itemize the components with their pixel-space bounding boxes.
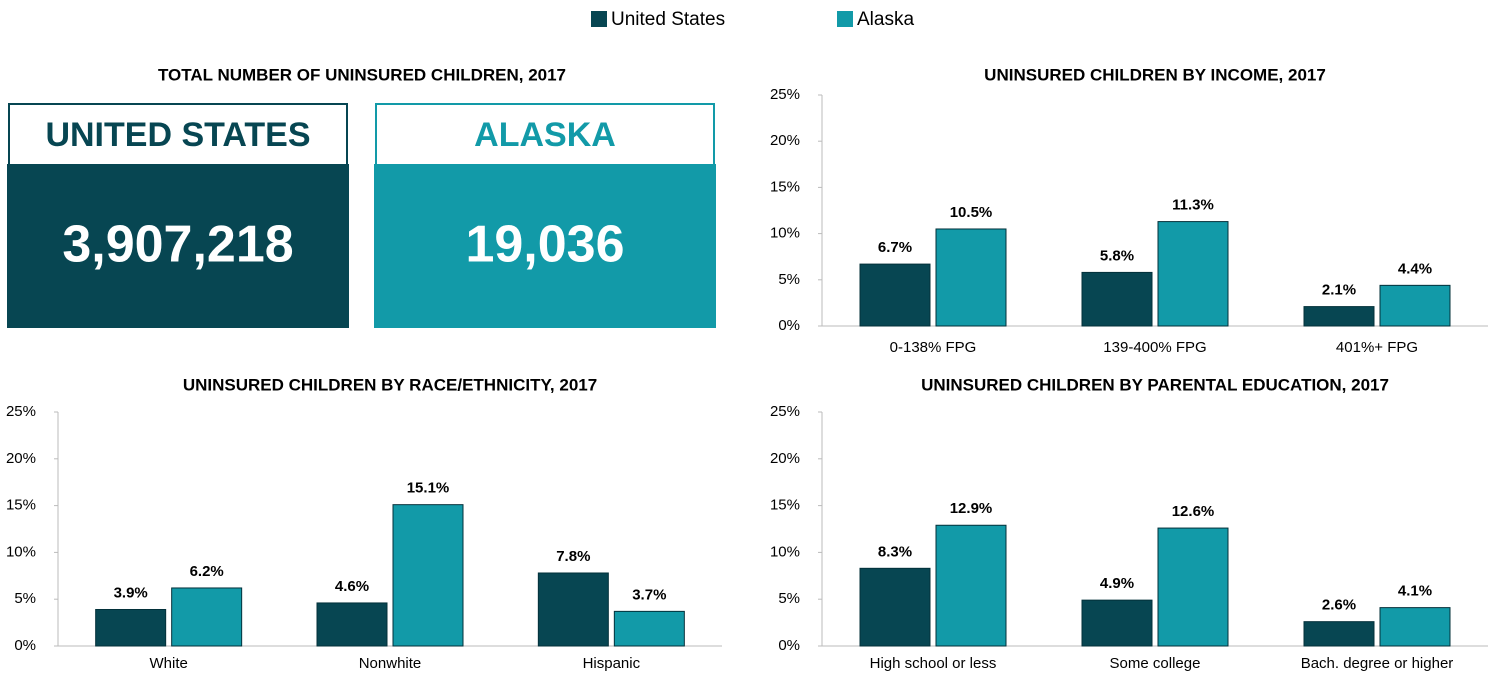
chart-title: UNINSURED CHILDREN BY INCOME, 2017 [984,65,1326,84]
x-tick-label: Hispanic [583,655,641,672]
data-label: 12.6% [1172,503,1215,520]
legend-label: United States [611,9,725,30]
x-tick-label: 401%+ FPG [1336,339,1418,356]
x-tick-label: White [149,655,187,672]
total-box [7,164,349,328]
y-tick-label: 20% [6,450,36,467]
y-tick-label: 5% [778,271,800,288]
y-tick-label: 15% [6,497,36,514]
chart-title: UNINSURED CHILDREN BY RACE/ETHNICITY, 20… [183,375,597,394]
bar [1081,599,1153,647]
total-box-label: UNITED STATES [45,116,310,154]
y-tick-label: 10% [6,543,36,560]
legend-swatch [591,11,607,27]
x-tick-label: Nonwhite [359,655,422,672]
y-tick-label: 15% [770,497,800,514]
x-tick-label: High school or less [870,655,997,672]
data-label: 4.9% [1100,575,1134,592]
bar [935,524,1007,647]
data-label: 6.2% [190,563,224,580]
total-box-value: 3,907,218 [62,216,293,274]
total-box-label: ALASKA [474,116,616,154]
data-label: 4.1% [1398,583,1432,600]
y-tick-label: 10% [770,225,800,242]
data-label: 2.1% [1322,282,1356,299]
data-label: 15.1% [407,480,450,497]
y-tick-label: 10% [770,543,800,560]
total-box-value: 19,036 [465,216,624,274]
bar [392,504,464,647]
data-label: 4.6% [335,578,369,595]
bar [1379,284,1451,327]
y-tick-label: 25% [770,403,800,420]
y-tick-label: 20% [770,132,800,149]
y-tick-label: 25% [6,403,36,420]
chart-title: UNINSURED CHILDREN BY PARENTAL EDUCATION… [921,375,1389,394]
data-label: 5.8% [1100,247,1134,264]
data-label: 12.9% [950,500,993,517]
y-tick-label: 25% [770,86,800,103]
total-box-header [375,103,715,166]
total-box-header [8,103,348,166]
bar [859,263,931,327]
bar [95,608,167,647]
bar [316,602,388,647]
legend-swatch [837,11,853,27]
y-tick-label: 0% [778,637,800,654]
y-tick-label: 5% [778,590,800,607]
data-label: 3.7% [632,586,666,603]
x-tick-label: 139-400% FPG [1103,339,1206,356]
y-tick-label: 15% [770,178,800,195]
bar [859,567,931,647]
data-label: 8.3% [878,543,912,560]
bar [613,610,685,647]
y-tick-label: 5% [14,590,36,607]
y-tick-label: 20% [770,450,800,467]
bar [1303,306,1375,327]
y-tick-label: 0% [778,317,800,334]
data-label: 10.5% [950,204,993,221]
x-tick-label: Bach. degree or higher [1301,655,1454,672]
bar [1379,607,1451,647]
data-label: 4.4% [1398,260,1432,277]
x-tick-label: Some college [1110,655,1201,672]
bar [1303,621,1375,647]
data-label: 6.7% [878,239,912,256]
y-tick-label: 0% [14,637,36,654]
totals-title: TOTAL NUMBER OF UNINSURED CHILDREN, 2017 [158,65,566,84]
bar [171,587,243,647]
bar [537,572,609,647]
legend-label: Alaska [857,9,914,30]
bar [935,228,1007,327]
bar [1081,271,1153,327]
x-tick-label: 0-138% FPG [890,339,977,356]
bar [1157,527,1229,647]
data-label: 7.8% [556,548,590,565]
bar [1157,221,1229,327]
data-label: 11.3% [1172,197,1214,214]
data-label: 2.6% [1322,597,1356,614]
data-label: 3.9% [114,584,148,601]
